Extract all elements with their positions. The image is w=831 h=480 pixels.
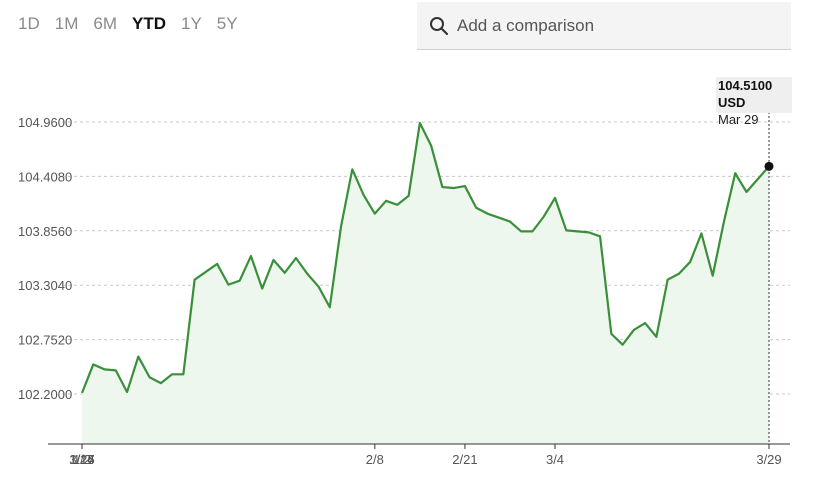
x-tick-label: 3/4 — [546, 452, 564, 467]
search-icon — [430, 16, 449, 35]
y-tick-label: 103.8560 — [18, 224, 72, 239]
range-tab-5y[interactable]: 5Y — [216, 14, 238, 33]
y-tick-label: 104.4080 — [18, 169, 72, 184]
y-tick-label: 103.3040 — [18, 278, 72, 293]
x-tick-label: 1/27 — [69, 452, 94, 467]
tooltip-date: Mar 29 — [718, 112, 759, 127]
series-line — [80, 121, 770, 394]
x-tick-label: 2/21 — [452, 452, 477, 467]
range-tab-1y[interactable]: 1Y — [180, 14, 202, 33]
tooltip-value: 104.5100 USD — [718, 78, 773, 110]
y-tick-label: 102.7520 — [18, 333, 72, 348]
y-tick-label: 104.9600 — [18, 115, 72, 130]
range-tab-1d[interactable]: 1D — [18, 14, 40, 33]
x-tick-label: 3/16 — [69, 452, 94, 467]
last-point-marker — [764, 161, 774, 171]
x-tick-label: 1/2 — [73, 452, 91, 467]
comparison-search-input[interactable] — [457, 15, 777, 36]
x-tick-label: 1/14 — [69, 452, 94, 467]
range-tab-1m[interactable]: 1M — [54, 14, 79, 33]
x-tick-label: 3/29 — [756, 452, 781, 467]
range-tab-ytd[interactable]: YTD — [131, 14, 166, 33]
comparison-search-box[interactable] — [417, 2, 791, 50]
series-area — [82, 122, 769, 444]
price-tooltip: 104.5100 USD Mar 29 — [716, 77, 792, 127]
y-tick-label: 102.2000 — [18, 387, 72, 402]
range-tab-6m[interactable]: 6M — [93, 14, 117, 33]
x-tick-label: 2/8 — [366, 452, 384, 467]
range-tabs: 1D 1M 6M YTD 1Y 5Y — [18, 14, 253, 34]
